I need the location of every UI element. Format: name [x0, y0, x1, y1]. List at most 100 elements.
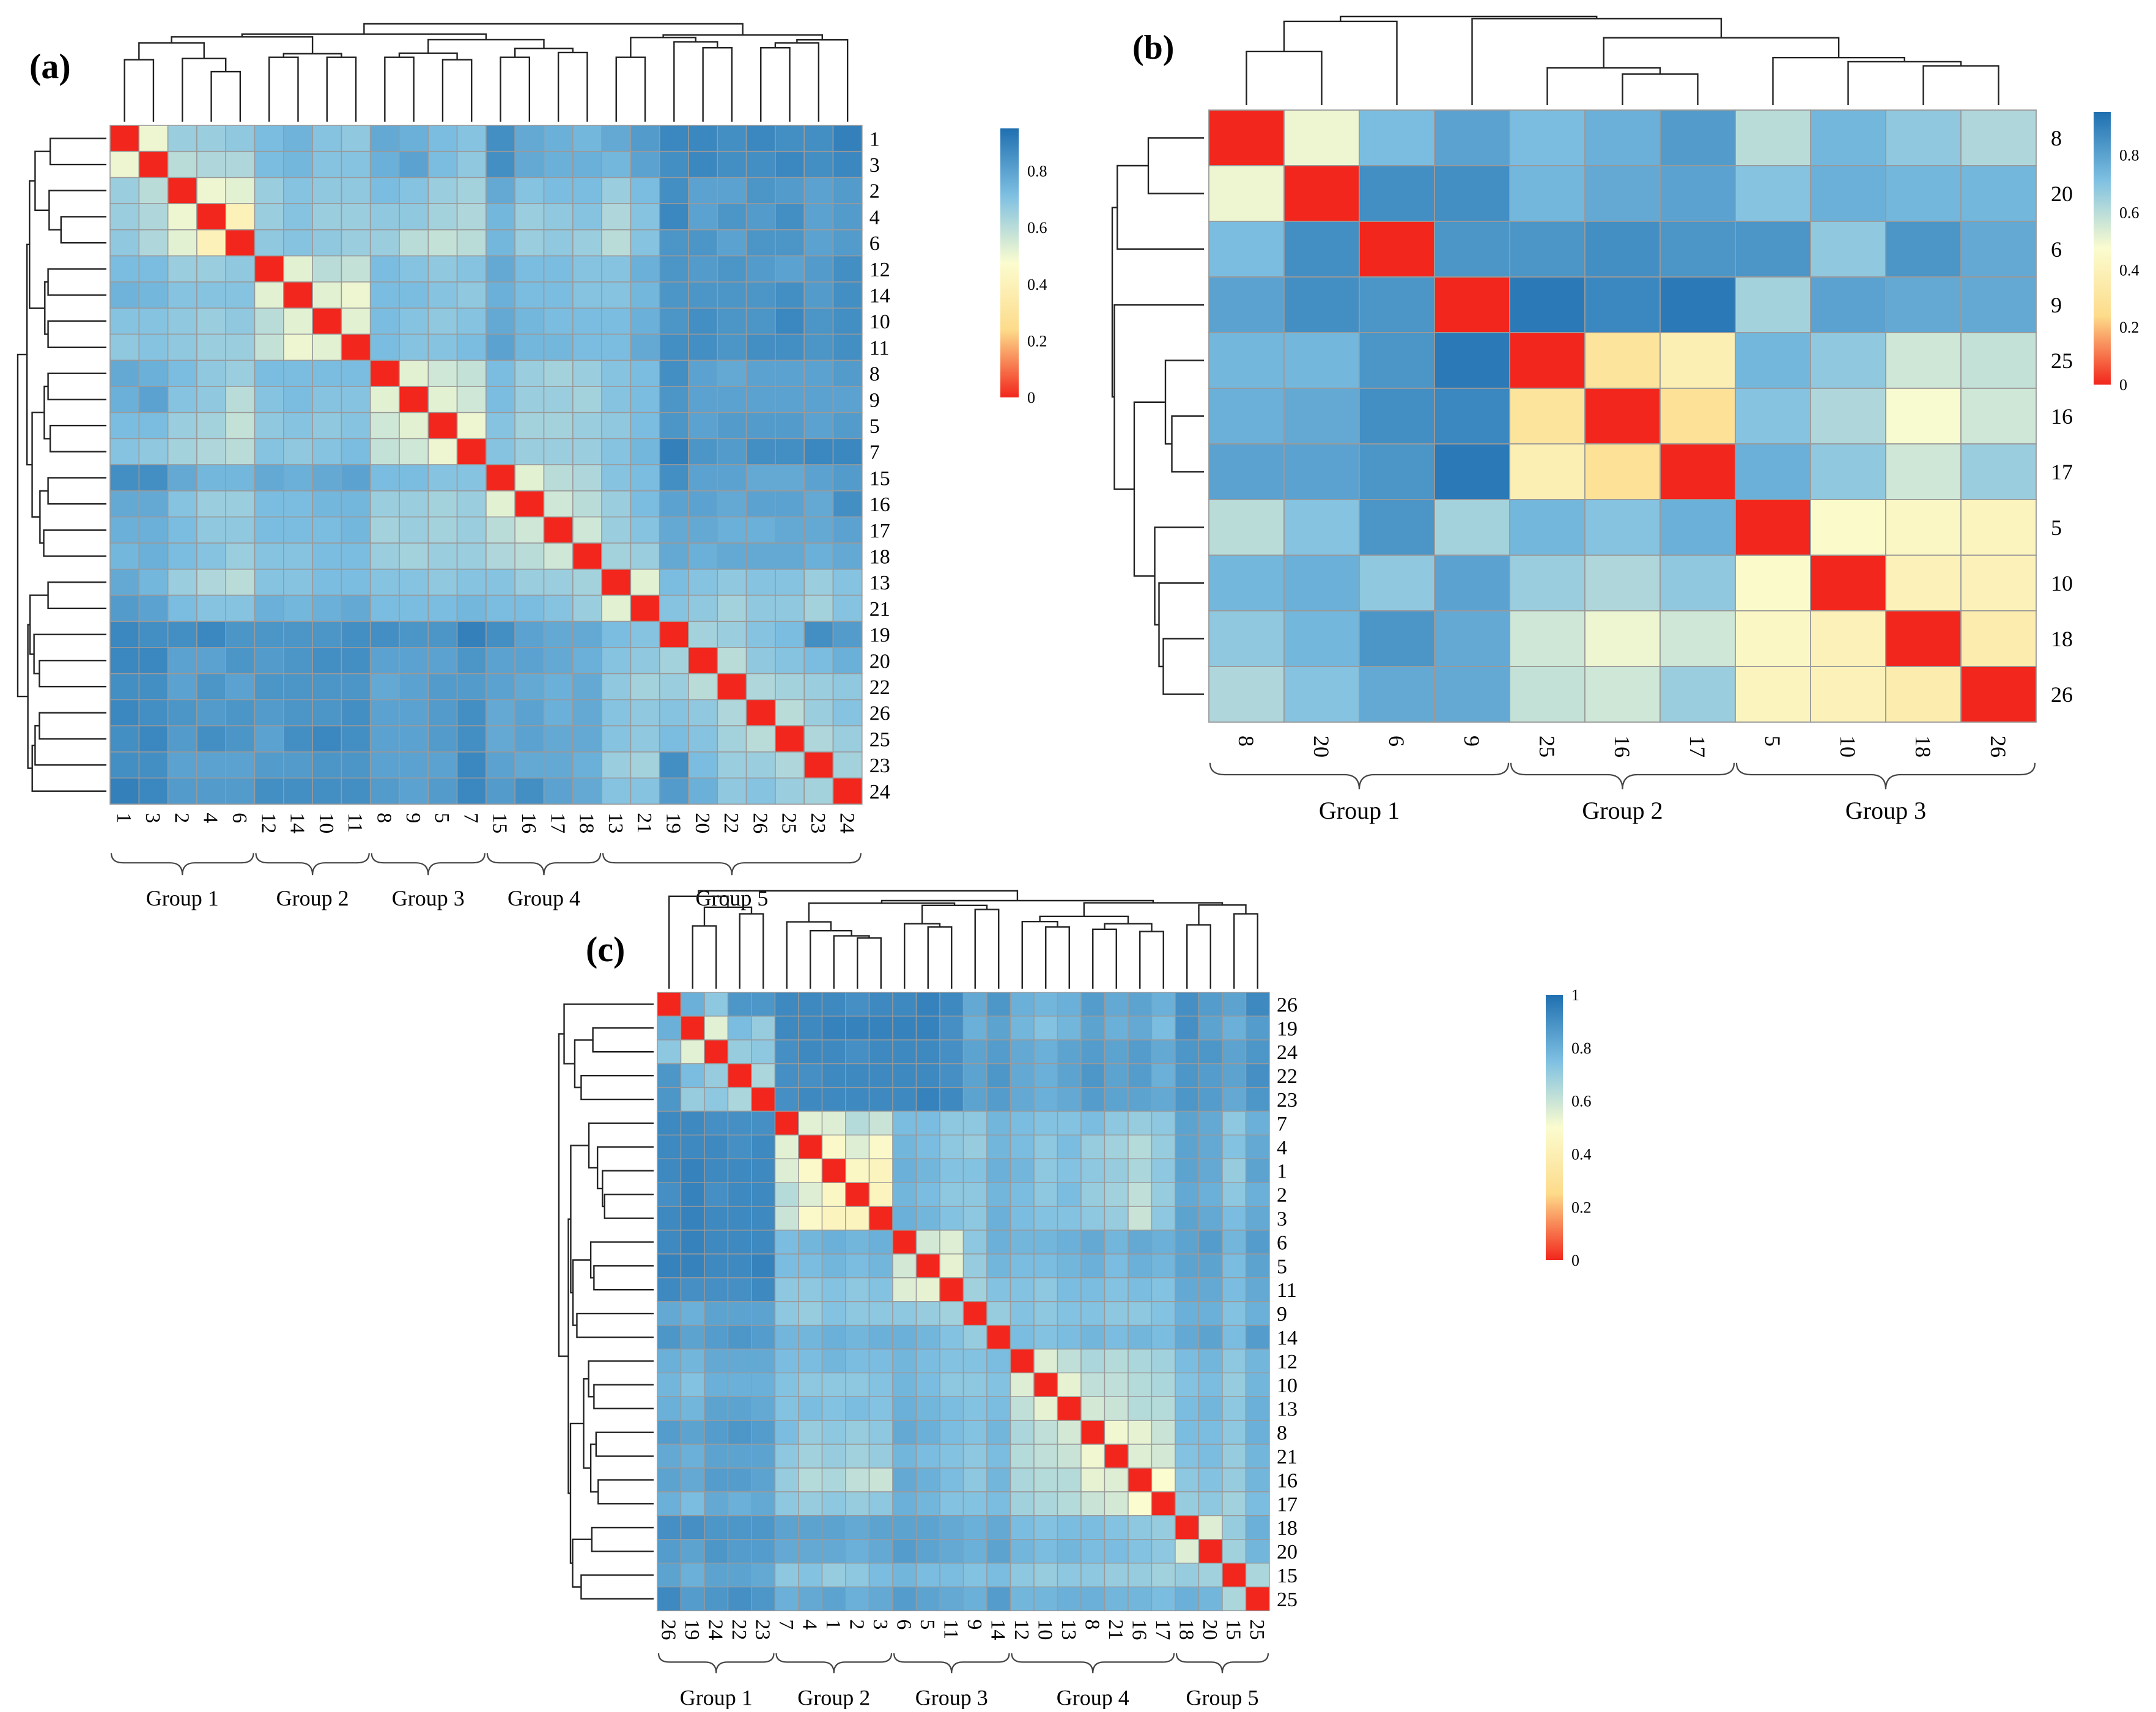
- heatmap-cell: [962, 1182, 988, 1207]
- heatmap-cell: [427, 594, 458, 622]
- heatmap-cell: [456, 647, 487, 674]
- heatmap-cell: [798, 1491, 823, 1516]
- heatmap-cell: [1104, 1134, 1129, 1160]
- heatmap-cell: [845, 1134, 870, 1160]
- column-dendrogram-branch: [1233, 913, 1258, 989]
- heatmap-cell: [962, 1348, 988, 1374]
- heatmap-cell: [688, 386, 718, 413]
- heatmap-cell: [254, 360, 284, 387]
- column-dendrogram-branch: [673, 41, 718, 122]
- heatmap-cell: [167, 725, 198, 753]
- heatmap-cell: [1198, 992, 1223, 1017]
- heatmap-cell: [657, 1182, 682, 1207]
- heatmap-cell: [1175, 1134, 1200, 1160]
- heatmap-cell: [1659, 221, 1736, 278]
- heatmap-cell: [832, 438, 863, 465]
- heatmap-cell: [717, 751, 747, 779]
- heatmap-cell: [427, 725, 458, 753]
- heatmap-cell: [717, 490, 747, 518]
- heatmap-cell: [986, 1467, 1011, 1492]
- heatmap-cell: [688, 621, 718, 648]
- heatmap-cell: [109, 333, 140, 361]
- heatmap-cell: [657, 1562, 682, 1588]
- heatmap-cell: [745, 438, 776, 465]
- heatmap-cell: [514, 594, 545, 622]
- heatmap-cell: [1080, 1324, 1106, 1350]
- heatmap-cell: [1128, 1562, 1153, 1588]
- heatmap-cell: [456, 490, 487, 518]
- heatmap-cell: [254, 673, 284, 701]
- heatmap-cell: [456, 621, 487, 648]
- heatmap-cell: [798, 1586, 823, 1612]
- column-label: 23: [807, 813, 829, 833]
- column-label: 17: [1685, 736, 1710, 758]
- heatmap-cell: [1359, 388, 1435, 445]
- heatmap-cell: [751, 1348, 776, 1374]
- heatmap-cell: [774, 1039, 799, 1064]
- heatmap-cell: [1359, 109, 1435, 166]
- heatmap-cell: [803, 203, 834, 231]
- heatmap-cell: [341, 542, 371, 570]
- column-label: 9: [402, 813, 424, 823]
- heatmap-cell: [1245, 1253, 1270, 1278]
- column-dendrogram-branch: [1471, 18, 1722, 105]
- column-label: 17: [1151, 1619, 1174, 1640]
- heatmap-cell: [727, 1158, 752, 1183]
- heatmap-cell: [399, 177, 429, 204]
- heatmap-cell: [1245, 1087, 1270, 1112]
- row-dendrogram-branch: [567, 1218, 571, 1494]
- column-dendrogram-branch: [833, 935, 870, 989]
- heatmap-cell: [312, 333, 342, 361]
- heatmap-cell: [109, 464, 140, 492]
- column-label: 3: [141, 813, 164, 823]
- heatmap-cell: [485, 673, 516, 701]
- heatmap-cell: [1735, 388, 1811, 445]
- heatmap-cell: [1010, 1562, 1035, 1588]
- heatmap-cell: [868, 1396, 893, 1421]
- heatmap-cell: [399, 411, 429, 440]
- heatmap-cell: [659, 777, 689, 805]
- heatmap-cell: [572, 125, 602, 152]
- heatmap-cell: [915, 1277, 940, 1302]
- heatmap-cell: [225, 150, 256, 179]
- heatmap-cell: [986, 1348, 1011, 1374]
- heatmap-cell: [751, 1039, 776, 1064]
- heatmap-cell: [109, 438, 140, 465]
- row-dendrogram-branch: [47, 268, 106, 296]
- row-dendrogram-branch: [49, 138, 106, 166]
- heatmap-cell: [514, 150, 545, 179]
- heatmap-cell: [456, 438, 487, 465]
- group-brace: [486, 853, 602, 876]
- heatmap-cell: [543, 203, 574, 231]
- heatmap-cell: [1057, 1016, 1082, 1041]
- heatmap-cell: [1175, 1396, 1200, 1421]
- heatmap-cell: [803, 673, 834, 701]
- heatmap-cell: [962, 1562, 988, 1588]
- heatmap-cell: [138, 673, 169, 701]
- colorbar: [1546, 995, 1563, 1260]
- heatmap-cell: [845, 1538, 870, 1564]
- row-dendrogram-branch: [593, 1265, 654, 1291]
- heatmap-cell: [1033, 1444, 1058, 1469]
- heatmap-cell: [109, 621, 140, 648]
- heatmap-cell: [775, 516, 805, 544]
- heatmap-cell: [774, 1444, 799, 1469]
- heatmap-cell: [1245, 1515, 1270, 1540]
- heatmap-cell: [1810, 221, 1886, 278]
- heatmap-cell: [657, 1134, 682, 1160]
- heatmap-cell: [630, 203, 660, 231]
- row-label: 9: [2051, 293, 2062, 317]
- heatmap-cell: [798, 1372, 823, 1397]
- heatmap-cell: [704, 1467, 729, 1492]
- row-label: 26: [869, 703, 890, 725]
- heatmap-cell: [369, 516, 400, 544]
- heatmap-cell: [485, 177, 516, 204]
- heatmap-cell: [1735, 555, 1811, 611]
- heatmap-cell: [427, 438, 458, 465]
- heatmap-cell: [915, 1182, 940, 1207]
- heatmap-cell: [727, 1301, 752, 1326]
- heatmap-cell: [1010, 1182, 1035, 1207]
- heatmap-cell: [225, 360, 256, 387]
- heatmap-cell: [868, 1134, 893, 1160]
